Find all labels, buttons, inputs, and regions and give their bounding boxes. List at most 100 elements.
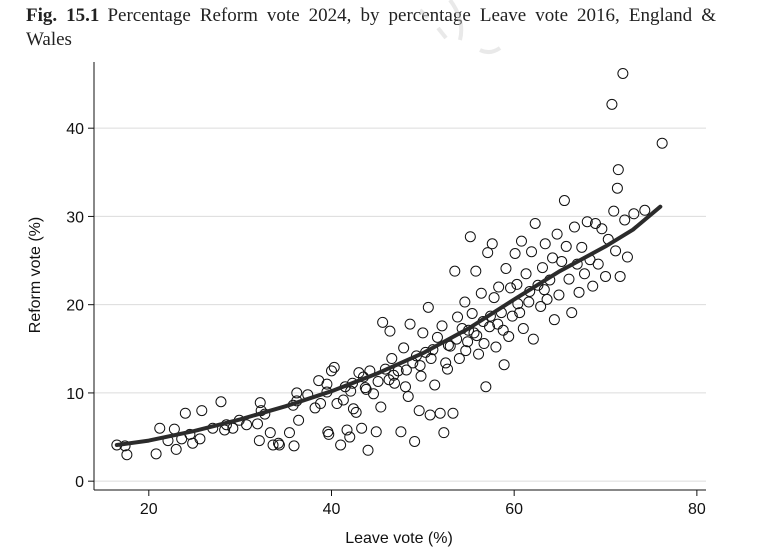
data-point [388,369,400,381]
data-point [344,431,356,443]
data-point [241,419,253,431]
data-points [111,67,668,461]
data-point [563,273,575,285]
data-point [154,422,166,434]
data-point [639,204,651,216]
data-point [413,405,425,417]
x-tick-label-20: 20 [140,501,158,518]
data-point [600,270,612,282]
data-point [509,247,521,259]
data-point [415,370,427,382]
data-point [337,394,349,406]
data-point [500,262,512,274]
x-tick-label-60: 60 [505,501,523,518]
data-point [497,324,509,336]
data-point [345,385,357,397]
data-point [252,418,264,430]
data-point [273,437,285,449]
data-point [431,331,443,343]
data-point [436,320,448,332]
data-point [309,402,321,414]
data-point [514,307,526,319]
data-point [535,300,547,312]
data-point [452,311,464,323]
data-point [547,252,559,264]
data-point [517,323,529,335]
data-point [612,164,624,176]
figure-caption: Fig. 15.1 Percentage Reform vote 2024, by… [26,4,716,52]
y-tick-label-20: 20 [66,298,84,315]
data-point [464,231,476,243]
data-point [267,439,279,451]
data-point [315,398,327,410]
data-point [417,327,429,339]
data-point [568,221,580,233]
data-point [429,379,441,391]
data-point [447,407,459,419]
x-tick-label-40: 40 [323,501,341,518]
data-point [323,428,335,440]
data-point [608,205,620,217]
data-point [558,195,570,207]
gridlines [94,127,706,482]
data-point [520,268,532,280]
data-point [372,375,384,387]
data-point [347,403,359,415]
data-point [425,353,437,365]
data-point [395,426,407,438]
data-point [398,342,410,354]
data-point [370,426,382,438]
data-point [150,448,162,460]
data-point [288,440,300,452]
data-point [359,382,371,394]
data-point [493,281,505,293]
data-point [389,377,401,389]
data-point [449,265,461,277]
fit-curve-group [114,204,663,447]
data-point [453,353,465,365]
data-point [573,286,585,298]
data-point [506,310,518,322]
data-point [560,240,572,252]
data-point [194,433,206,445]
data-point [414,360,426,372]
data-point [404,318,416,330]
data-point [617,67,629,79]
data-point [523,296,535,308]
data-point [566,307,578,319]
data-point [480,381,492,393]
data-point [592,258,604,270]
data-point [459,296,471,308]
data-point [484,321,496,333]
data-point [606,98,618,110]
data-point [253,435,265,447]
data-point [576,241,588,253]
data-point [444,340,456,352]
data-point [331,398,343,410]
data-point [424,409,436,421]
data-point [441,363,453,375]
fit-curve [114,204,663,447]
data-point [179,407,191,419]
figure-title: Percentage Reform vote 2024, by percenta… [26,5,716,50]
data-point [490,341,502,353]
data-point [121,449,133,461]
data-point [325,365,337,377]
y-axis-title: Reform vote (%) [27,217,44,333]
data-point [399,381,411,393]
data-point [293,414,305,426]
data-point [515,235,527,247]
data-point [619,214,631,226]
data-point [527,333,539,345]
data-point [384,325,396,337]
data-point [273,439,285,451]
y-tick-label-30: 30 [66,209,84,226]
data-point [187,437,199,449]
watermark [420,0,502,55]
data-point [283,427,295,439]
data-point [335,439,347,451]
data-point [656,137,668,149]
data-point [462,336,474,348]
data-point [473,348,485,360]
